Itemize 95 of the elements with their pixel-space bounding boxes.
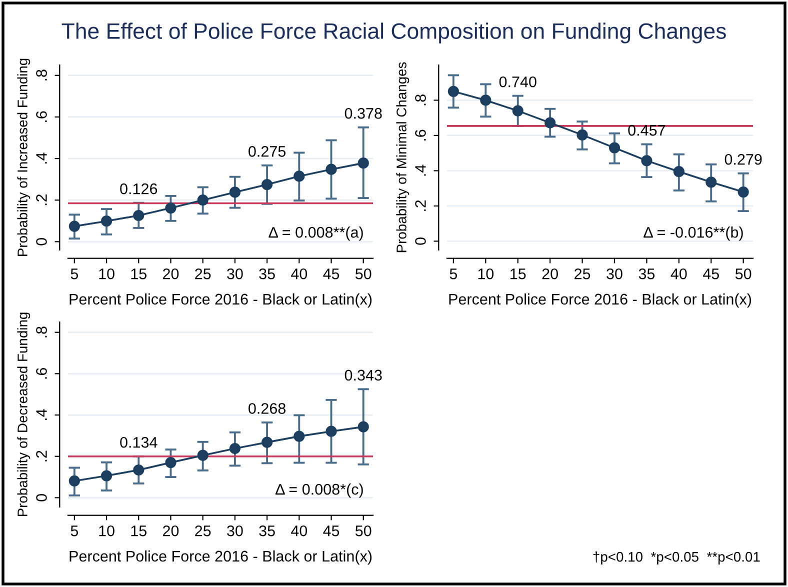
y-tick-label: .4 xyxy=(36,152,47,164)
point xyxy=(294,430,305,442)
point xyxy=(229,442,241,454)
x-tick-label: 35 xyxy=(259,525,275,536)
x-tick-label: 10 xyxy=(99,525,114,536)
point xyxy=(100,470,112,482)
y-tick-label: .2 xyxy=(415,200,426,211)
annotation: Δ = -0.016**(b) xyxy=(644,226,743,241)
data-label: 0.268 xyxy=(248,403,286,414)
text: †p<0.10 *p<0.05 **p<0.01 xyxy=(593,552,760,564)
data-label: 0.378 xyxy=(344,108,382,119)
x-tick-label: 30 xyxy=(227,268,243,280)
data-label: 0.457 xyxy=(628,124,666,136)
point xyxy=(229,186,241,198)
point xyxy=(608,142,620,154)
point xyxy=(197,450,208,461)
annotation: Δ = 0.008*(c) xyxy=(276,484,363,498)
annotation: Δ = 0.008**(a) xyxy=(268,226,363,241)
x-tick-label: 5 xyxy=(70,526,78,536)
y-tick-label: .2 xyxy=(36,194,47,206)
y-tick-label: 0 xyxy=(36,238,47,246)
x-tick-label: 35 xyxy=(259,268,275,280)
y-tick-label: .6 xyxy=(36,111,47,122)
point xyxy=(68,220,80,232)
x-tick-label: 5 xyxy=(70,268,78,280)
data-label: 0.343 xyxy=(344,370,382,381)
point xyxy=(197,194,208,206)
y-axis-title: Probability of Increased Funding xyxy=(17,58,30,256)
y-tick-label: .6 xyxy=(415,130,426,140)
point xyxy=(358,421,369,432)
x-tick-label: 50 xyxy=(355,268,372,280)
x-axis-title: Percent Police Force 2016 - Black or Latin(x) xyxy=(70,293,372,308)
y-tick-label: .4 xyxy=(36,409,47,420)
x-tick-label: 30 xyxy=(606,268,622,280)
x-tick-label: 20 xyxy=(163,525,179,536)
point xyxy=(673,166,684,178)
y-tick-label: .8 xyxy=(415,94,426,106)
point xyxy=(100,216,112,227)
y-tick-label: .8 xyxy=(36,326,47,338)
x-tick-label: 20 xyxy=(542,268,558,280)
x-tick-label: 35 xyxy=(638,268,655,280)
x-tick-label: 25 xyxy=(574,268,590,280)
point xyxy=(133,464,144,476)
x-tick-label: 40 xyxy=(291,525,308,536)
y-tick-label: .2 xyxy=(36,450,47,462)
point xyxy=(261,436,273,448)
point xyxy=(326,164,337,175)
y-tick-label: .8 xyxy=(36,70,47,80)
point xyxy=(133,210,144,222)
x-tick-label: 45 xyxy=(323,268,340,280)
x-tick-label: 15 xyxy=(131,268,146,280)
point xyxy=(326,426,337,437)
data-label: 0.279 xyxy=(724,154,762,165)
point xyxy=(544,117,556,128)
point xyxy=(358,158,369,169)
point xyxy=(576,129,588,141)
x-tick-label: 25 xyxy=(195,525,211,536)
data-label: 0.275 xyxy=(248,146,286,157)
chart-title: The Effect of Police Force Racial Composition on Funding Changes xyxy=(62,22,726,44)
point xyxy=(738,186,749,198)
point xyxy=(641,155,652,166)
x-tick-label: 45 xyxy=(702,268,719,280)
x-tick-label: 45 xyxy=(323,526,340,536)
point xyxy=(512,105,524,116)
x-tick-label: 40 xyxy=(670,268,687,280)
x-tick-label: 50 xyxy=(355,525,372,536)
x-tick-label: 15 xyxy=(131,526,146,536)
point xyxy=(480,94,492,106)
point xyxy=(165,457,176,468)
x-tick-label: 25 xyxy=(195,268,211,280)
x-axis-title: Percent Police Force 2016 - Black or Latin(x) xyxy=(449,293,752,308)
y-tick-label: 0 xyxy=(415,238,426,245)
y-tick-label: .6 xyxy=(36,368,47,379)
y-axis-title: Probability of Minimal Changes xyxy=(396,62,410,252)
x-tick-label: 5 xyxy=(450,268,458,280)
y-tick-label: .4 xyxy=(415,164,426,176)
y-tick-label: 0 xyxy=(36,494,47,502)
x-tick-label: 15 xyxy=(510,268,526,280)
x-tick-label: 20 xyxy=(163,268,179,280)
x-tick-label: 10 xyxy=(478,268,494,280)
x-tick-label: 30 xyxy=(227,525,243,536)
data-label: 0.134 xyxy=(120,436,158,448)
point xyxy=(68,475,80,487)
point xyxy=(261,178,273,190)
x-tick-label: 50 xyxy=(735,268,752,280)
point xyxy=(706,176,717,188)
point xyxy=(448,86,459,97)
x-tick-label: 10 xyxy=(99,268,114,280)
data-label: 0.740 xyxy=(499,76,536,88)
y-axis-title: Probability of Decreased Funding xyxy=(17,312,30,516)
x-axis-title: Percent Police Force 2016 - Black or Latin(x) xyxy=(70,550,372,565)
data-label: 0.126 xyxy=(120,183,158,194)
point xyxy=(294,170,305,182)
point xyxy=(165,202,176,214)
x-tick-label: 40 xyxy=(291,268,308,280)
